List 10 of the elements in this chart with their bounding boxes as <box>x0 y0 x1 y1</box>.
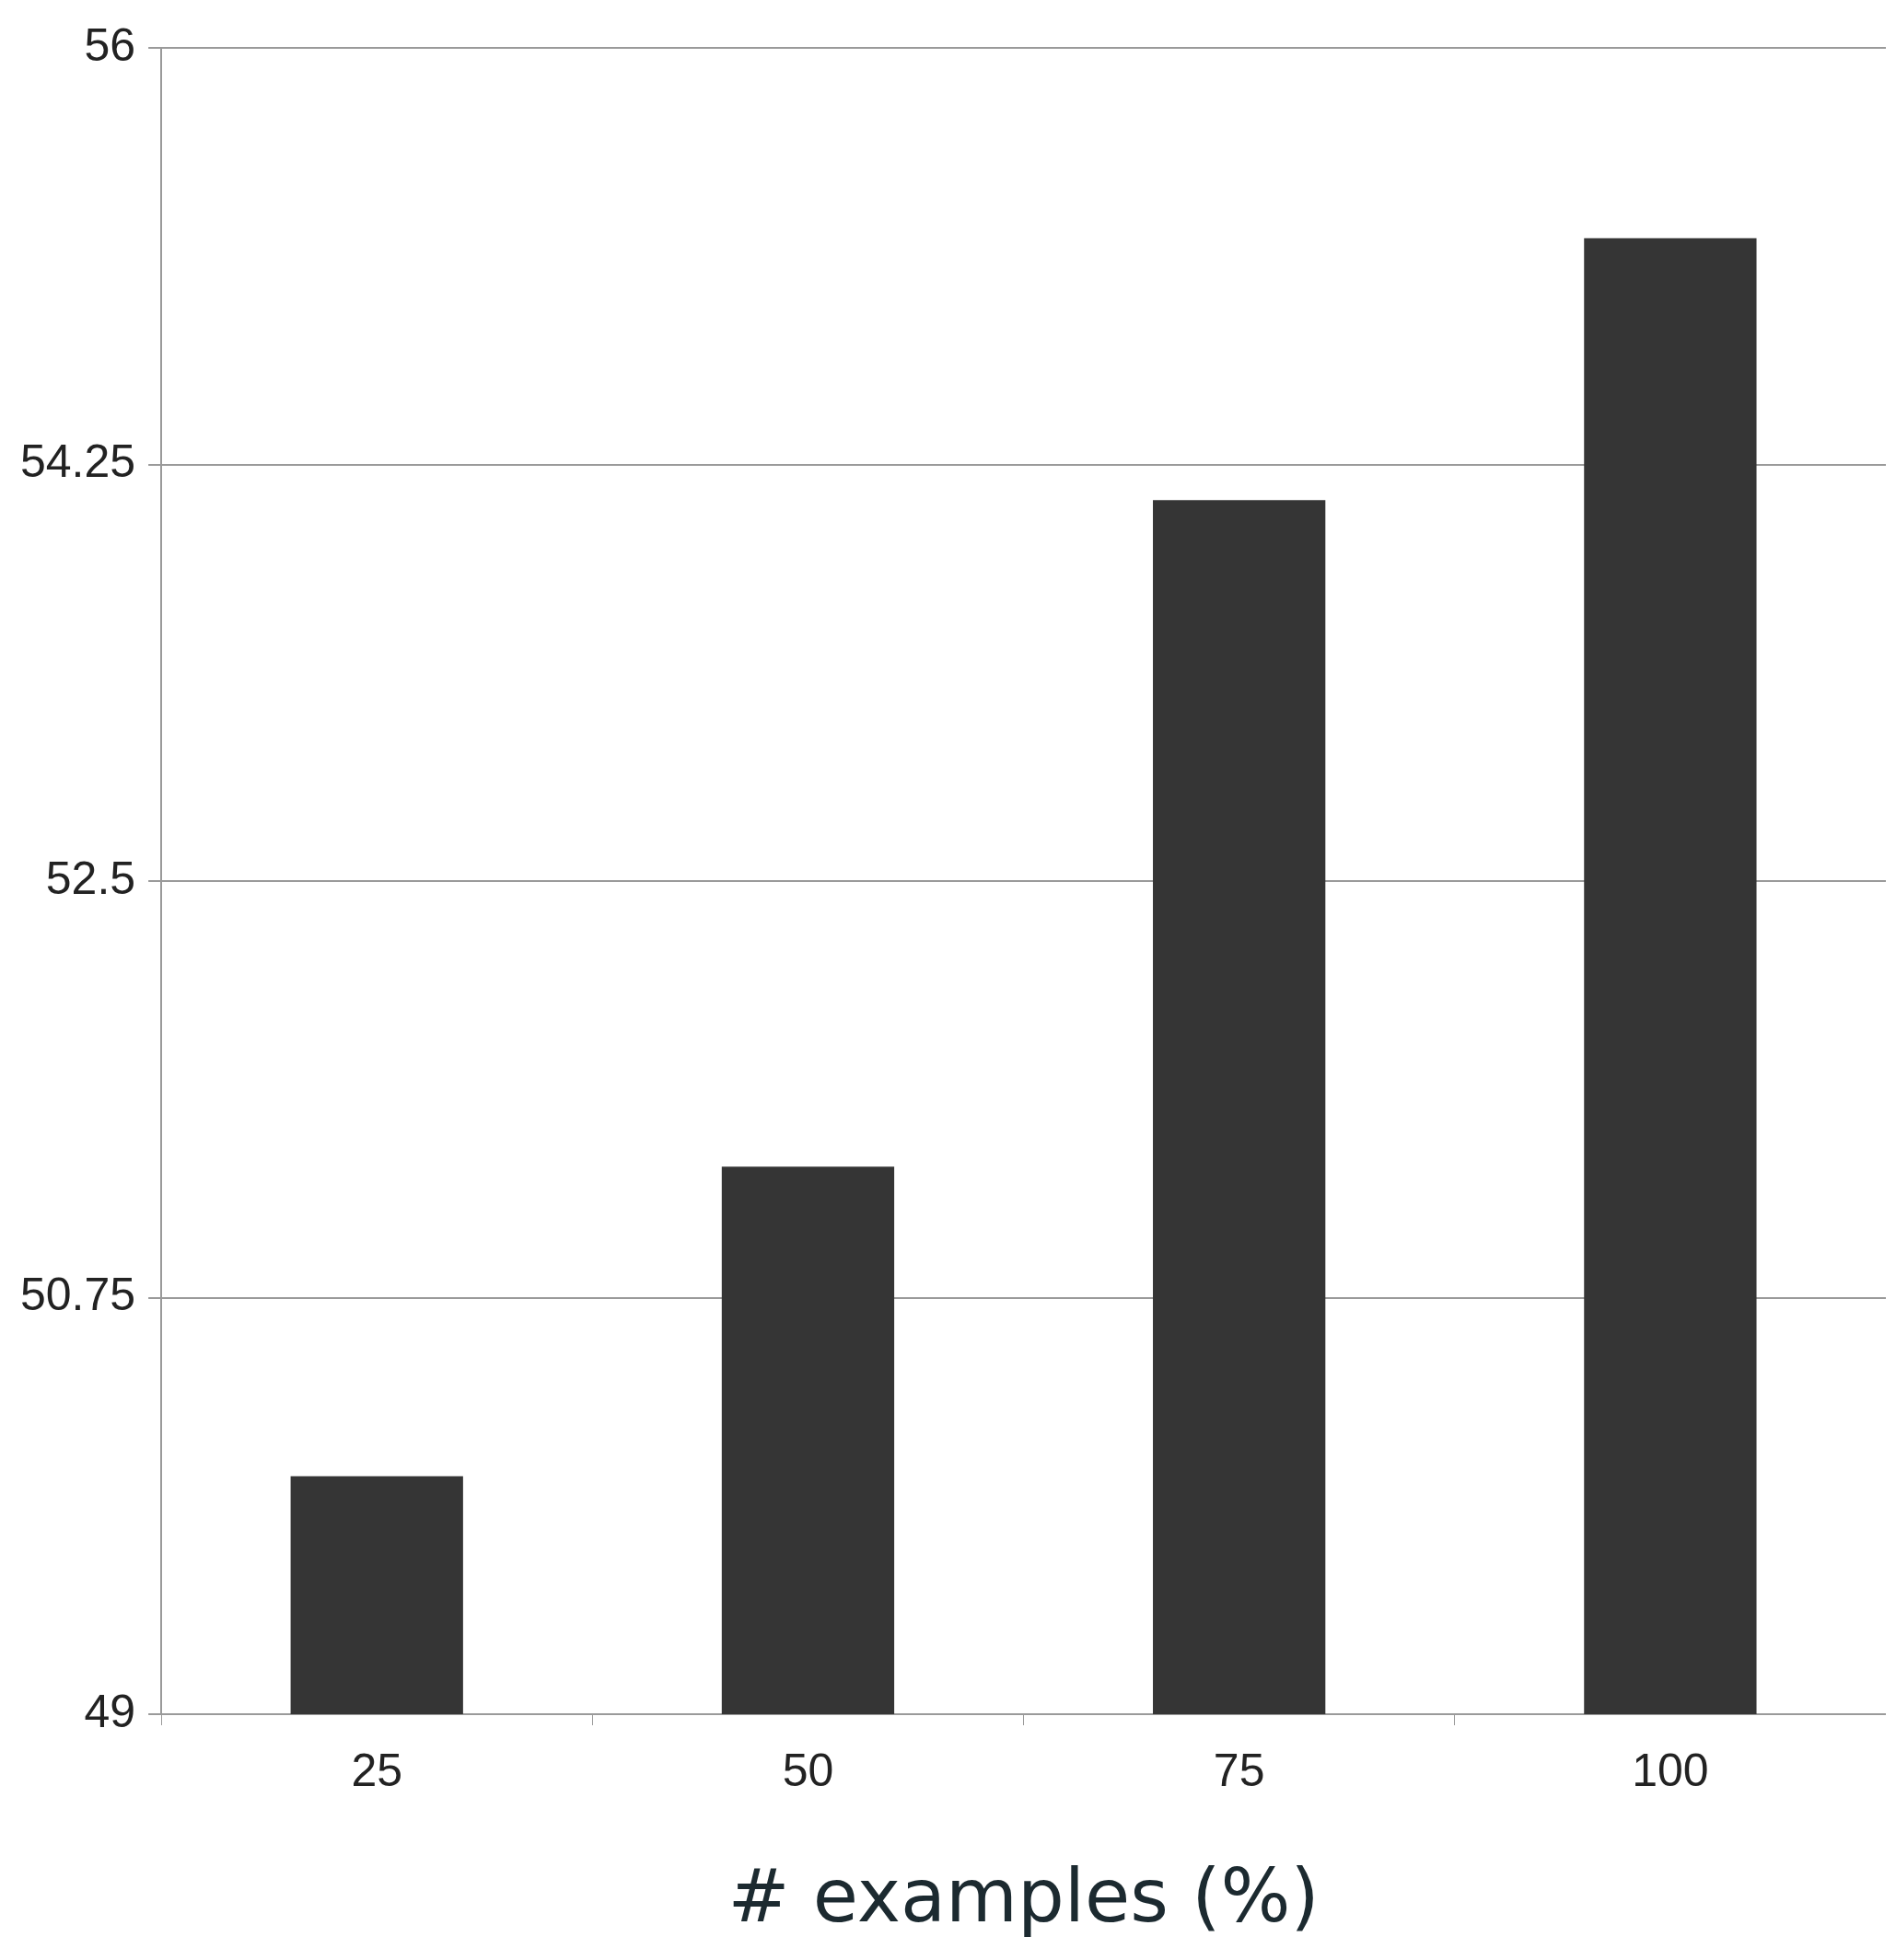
y-tick-label: 54.25 <box>20 435 136 488</box>
x-tick-label: 25 <box>351 1744 403 1796</box>
y-tick-label: 56 <box>84 18 136 71</box>
y-tick-label: 50.75 <box>20 1269 136 1321</box>
x-tick-label: 50 <box>782 1744 834 1796</box>
x-axis-title: # examples (%) <box>727 1852 1320 1939</box>
x-tick-label: 100 <box>1632 1744 1709 1796</box>
x-tick-label: 75 <box>1213 1744 1265 1796</box>
y-tick-label: 49 <box>84 1685 136 1737</box>
y-tick-label: 52.5 <box>45 852 136 904</box>
